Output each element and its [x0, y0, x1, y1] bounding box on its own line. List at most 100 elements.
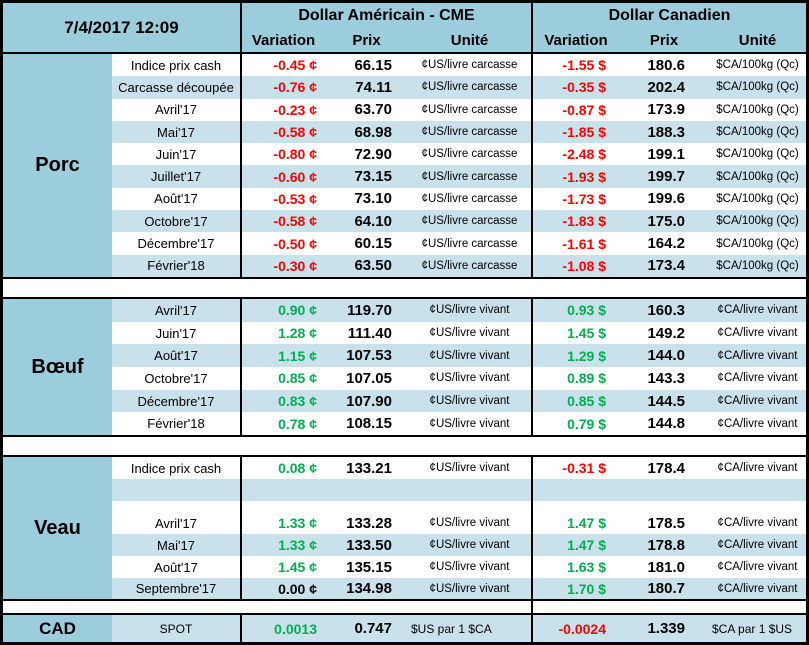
us-price: 134.98 — [346, 580, 392, 598]
cad-us-price: 0.747 — [354, 620, 392, 638]
ca-price: 143.3 — [647, 369, 685, 387]
us-price — [325, 501, 408, 512]
ca-unit: ¢CA/livre vivant — [717, 582, 798, 595]
ca-variation: -0.35 $ — [531, 76, 619, 99]
us-unit: ¢US/livre vivant — [429, 304, 510, 317]
row-label: Août'17 — [154, 348, 198, 364]
us-variation: 0.08 ¢ — [240, 457, 325, 480]
us-price: 107.53 — [346, 347, 392, 365]
row-label: Février'18 — [147, 258, 205, 274]
ca-variation: -1.93 $ — [531, 165, 619, 188]
table-row: Octobre'17 -0.58 ¢ 64.10 ¢US/livre carcasse… — [112, 210, 806, 233]
us-unit: ¢US/livre carcasse — [421, 237, 518, 250]
ca-unit: $CA/100kg (Qc) — [716, 59, 799, 72]
us-price: 63.70 — [354, 101, 392, 119]
ca-column-headers: Variation Prix Unité — [533, 28, 806, 52]
table-row: Février'18 -0.30 ¢ 63.50 ¢US/livre carcasse… — [112, 254, 806, 277]
ca-price: 199.6 — [647, 190, 685, 208]
us-unit: ¢US/livre vivant — [429, 517, 510, 530]
section-label: Bœuf — [3, 298, 112, 436]
us-price: 133.50 — [346, 536, 392, 554]
us-variation: -0.58 ¢ — [240, 210, 325, 233]
us-col-header-prix: Prix — [352, 31, 381, 49]
us-variation: -0.76 ¢ — [240, 76, 325, 99]
ca-price: 199.7 — [647, 168, 685, 186]
us-price: 73.15 — [354, 168, 392, 186]
ca-variation: 0.93 $ — [531, 298, 619, 322]
us-variation: 1.15 ¢ — [240, 344, 325, 368]
ca-price: 180.6 — [647, 56, 685, 74]
us-variation: 1.33 ¢ — [240, 534, 325, 557]
row-label: Août'17 — [154, 559, 198, 575]
section-rows: Indice prix cash 0.08 ¢ 133.21 ¢US/livre vi… — [112, 457, 806, 600]
ca-unit — [709, 479, 806, 501]
ca-variation: 1.70 $ — [531, 578, 619, 600]
us-section-title: Dollar Américain - CME — [298, 6, 475, 24]
table-row: Octobre'17 0.85 ¢ 107.05 ¢US/livre vivant 0.… — [112, 367, 806, 390]
ca-unit — [709, 501, 806, 512]
row-label: Avril'17 — [155, 102, 197, 118]
ca-price: 144.8 — [647, 415, 685, 433]
us-unit: ¢US/livre vivant — [429, 327, 510, 339]
us-price: 63.50 — [354, 257, 392, 275]
divider-line — [531, 601, 533, 614]
ca-price: 178.4 — [647, 459, 685, 477]
us-unit: ¢US/livre vivant — [429, 349, 510, 362]
table-row — [112, 501, 806, 513]
cad-section-label: CAD — [3, 615, 112, 642]
us-variation: -0.30 ¢ — [240, 254, 325, 277]
us-price: 73.10 — [354, 190, 392, 208]
ca-variation — [531, 501, 619, 513]
ca-variation: -1.08 $ — [531, 254, 619, 277]
ca-price: 144.0 — [647, 347, 685, 365]
us-variation: 0.90 ¢ — [240, 298, 325, 322]
ca-unit: $CA/100kg (Qc) — [716, 126, 799, 139]
row-label: Indice prix cash — [130, 460, 222, 476]
table-row: Août'17 -0.53 ¢ 73.10 ¢US/livre carcasse -1.… — [112, 187, 806, 211]
us-variation: 0.83 ¢ — [240, 389, 325, 413]
cad-cells: SPOT 0.0013 0.747 $US par 1 $CA -0.0024 … — [112, 615, 806, 642]
us-variation: 1.33 ¢ — [240, 512, 325, 535]
table-row: Septembre'17 0.00 ¢ 134.98 ¢US/livre vivant… — [112, 578, 806, 600]
ca-variation: 0.79 $ — [531, 412, 619, 436]
ca-price: 175.0 — [647, 212, 685, 230]
us-price: 135.15 — [346, 558, 392, 576]
ca-unit: $CA/100kg (Qc) — [716, 170, 799, 183]
row-label: Juin'17 — [155, 146, 197, 162]
ca-variation: 1.45 $ — [531, 321, 619, 345]
ca-price — [619, 479, 709, 501]
ca-unit: $CA/100kg (Qc) — [716, 192, 799, 205]
row-label: Octobre'17 — [144, 370, 208, 386]
cad-ca-unit: $CA par 1 $US — [712, 621, 793, 636]
us-variation: -0.53 ¢ — [240, 187, 325, 211]
ca-unit: $CA/100kg (Qc) — [716, 259, 799, 272]
price-section: Bœuf Avril'17 0.90 ¢ 119.70 ¢US/livre vivant… — [3, 296, 806, 438]
ca-variation: -1.83 $ — [531, 210, 619, 233]
us-price: 107.90 — [346, 392, 392, 410]
ca-unit: $CA/100kg (Qc) — [716, 215, 799, 228]
ca-variation: 0.85 $ — [531, 389, 619, 413]
ca-price: 178.8 — [647, 536, 685, 554]
row-label: Indice prix cash — [130, 57, 222, 73]
section-gap — [3, 437, 806, 456]
ca-col-header-prix: Prix — [649, 31, 679, 49]
ca-price: 188.3 — [647, 123, 685, 141]
us-variation: 0.78 ¢ — [240, 412, 325, 436]
us-variation: 0.00 ¢ — [240, 578, 325, 600]
us-variation: -0.23 ¢ — [240, 98, 325, 121]
ca-variation: 1.63 $ — [531, 556, 619, 579]
us-unit: ¢US/livre carcasse — [421, 81, 518, 94]
us-variation — [240, 479, 325, 502]
ca-price: 149.2 — [647, 324, 685, 342]
table-row: Juillet'17 -0.60 ¢ 73.15 ¢US/livre carcasse… — [112, 165, 806, 188]
ca-variation: -0.31 $ — [531, 457, 619, 480]
us-unit — [408, 479, 531, 501]
us-column-headers: Variation Prix Unité — [242, 28, 531, 52]
ca-price: 199.1 — [647, 145, 685, 163]
us-price: 72.90 — [354, 145, 392, 163]
us-unit: ¢US/livre vivant — [429, 417, 510, 430]
table-row — [112, 479, 806, 502]
ca-variation — [531, 479, 619, 502]
table-row: Février'18 0.78 ¢ 108.15 ¢US/livre vivant 0.… — [112, 412, 806, 436]
us-price: 68.98 — [354, 123, 392, 141]
